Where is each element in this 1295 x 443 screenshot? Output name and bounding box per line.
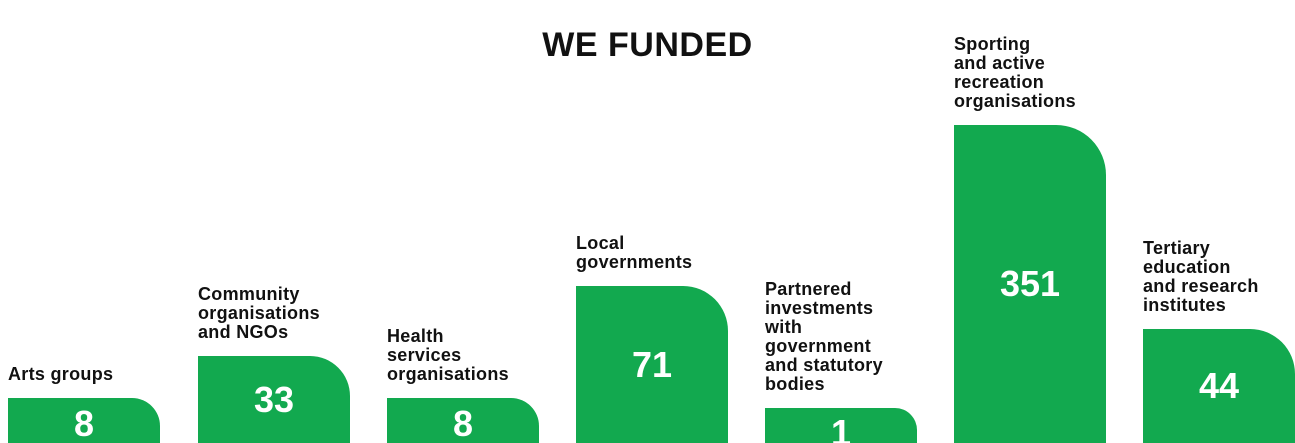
value: 8 bbox=[73, 402, 95, 443]
value: 1 bbox=[830, 411, 852, 443]
category-label: Tertiary education and research institut… bbox=[1143, 238, 1259, 315]
title: WE FUNDED bbox=[542, 26, 753, 64]
value-box: 71 bbox=[576, 286, 728, 443]
value: 33 bbox=[253, 378, 295, 420]
column: Health services organisations 8 bbox=[387, 327, 539, 443]
value-box: 351 bbox=[954, 125, 1106, 443]
column: Tertiary education and research institut… bbox=[1143, 239, 1295, 443]
value: 71 bbox=[631, 343, 673, 385]
value-box: 1 bbox=[765, 408, 917, 443]
value-box: 8 bbox=[387, 398, 539, 443]
column: Arts groups 8 bbox=[8, 365, 160, 443]
category-label: Partnered investments with government an… bbox=[765, 279, 883, 394]
value-box: 44 bbox=[1143, 329, 1295, 443]
value: 351 bbox=[999, 263, 1061, 304]
category-label: Community organisations and NGOs bbox=[198, 284, 320, 342]
value-box: 33 bbox=[198, 356, 350, 443]
column: Community organisations and NGOs 33 bbox=[198, 285, 350, 443]
value-box: 8 bbox=[8, 398, 160, 443]
value: 44 bbox=[1198, 365, 1240, 406]
value: 8 bbox=[452, 402, 474, 443]
category-label: Health services organisations bbox=[387, 326, 509, 384]
column: Partnered investments with government an… bbox=[765, 280, 917, 443]
category-label: Arts groups bbox=[8, 364, 114, 384]
column: Local governments 71 bbox=[576, 234, 728, 443]
category-label: Local governments bbox=[576, 233, 693, 272]
category-label: Sporting and active recreation organisat… bbox=[954, 34, 1076, 111]
column: Sporting and active recreation organisat… bbox=[954, 35, 1106, 443]
